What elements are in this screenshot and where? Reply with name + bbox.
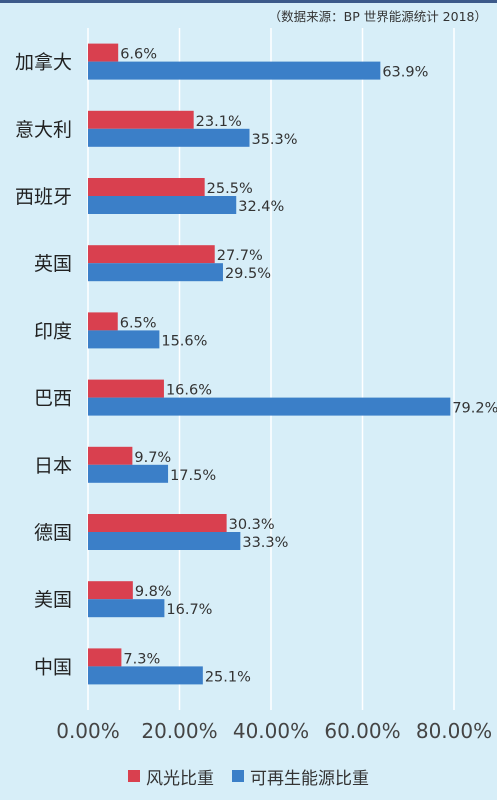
category-label: 西班牙 [15,186,72,208]
data-label: 9.8% [135,584,172,600]
bar-renewable [88,330,160,349]
bar-wind [88,514,227,532]
bar-renewable [88,128,250,147]
source-note: （数据来源：BP 世界能源统计 2018） [268,9,487,24]
data-label: 15.6% [161,333,207,349]
bar-wind [88,446,133,465]
data-label: 32.4% [238,199,284,215]
bar-renewable [88,61,381,80]
data-label: 16.7% [166,602,212,618]
category-label: 印度 [34,320,72,342]
data-label: 17.5% [170,468,216,484]
x-tick-label: 80.00% [416,719,492,743]
data-label: 9.7% [134,450,171,466]
bar-wind [88,110,194,129]
top-border [0,0,497,3]
data-label: 33.3% [242,535,288,551]
x-tick-label: 60.00% [324,719,400,743]
data-label: 27.7% [217,248,263,264]
bar-wind [88,312,118,331]
bar-renewable [88,666,203,685]
legend-label-renewable: 可再生能源比重 [250,768,369,789]
category-label: 中国 [34,656,72,678]
data-label: 6.5% [120,315,157,331]
data-label: 79.2% [452,401,497,417]
category-label: 意大利 [15,119,72,141]
data-label: 25.5% [207,181,253,197]
data-label: 35.3% [251,132,297,148]
bar-renewable [88,263,223,282]
data-label: 6.6% [120,47,157,63]
legend-swatch-wind [128,770,140,782]
category-label: 加拿大 [15,51,72,74]
bar-wind [88,379,164,398]
category-label: 德国 [34,522,72,544]
bar-wind [88,178,205,196]
legend-label-wind: 风光比重 [146,768,214,789]
bar-renewable [88,397,451,416]
data-label: 7.3% [123,651,160,667]
data-label: 23.1% [196,114,242,130]
data-label: 30.3% [229,517,275,533]
data-label: 25.1% [205,669,251,685]
x-tick-label: 20.00% [141,719,217,743]
legend-item-renewable: 可再生能源比重 [232,764,369,789]
data-label: 16.6% [166,383,212,399]
bar-renewable [88,599,165,618]
legend-swatch-renewable [232,770,244,782]
legend: 风光比重 可再生能源比重 [0,762,497,790]
bar-wind [88,245,215,264]
category-label: 巴西 [34,388,72,410]
bar-wind [88,581,133,600]
x-tick-label: 0.00% [56,719,120,743]
legend-item-wind: 风光比重 [128,764,214,789]
bar-wind [88,648,122,667]
x-tick-label: 40.00% [233,719,309,743]
bar-renewable [88,196,237,214]
bar-renewable [88,532,241,550]
bar-wind [88,43,119,62]
category-label: 英国 [34,253,72,275]
category-label: 日本 [34,455,72,477]
data-label: 63.9% [382,65,428,81]
data-label: 29.5% [225,266,271,282]
bar-renewable [88,464,169,483]
category-label: 美国 [34,589,72,611]
